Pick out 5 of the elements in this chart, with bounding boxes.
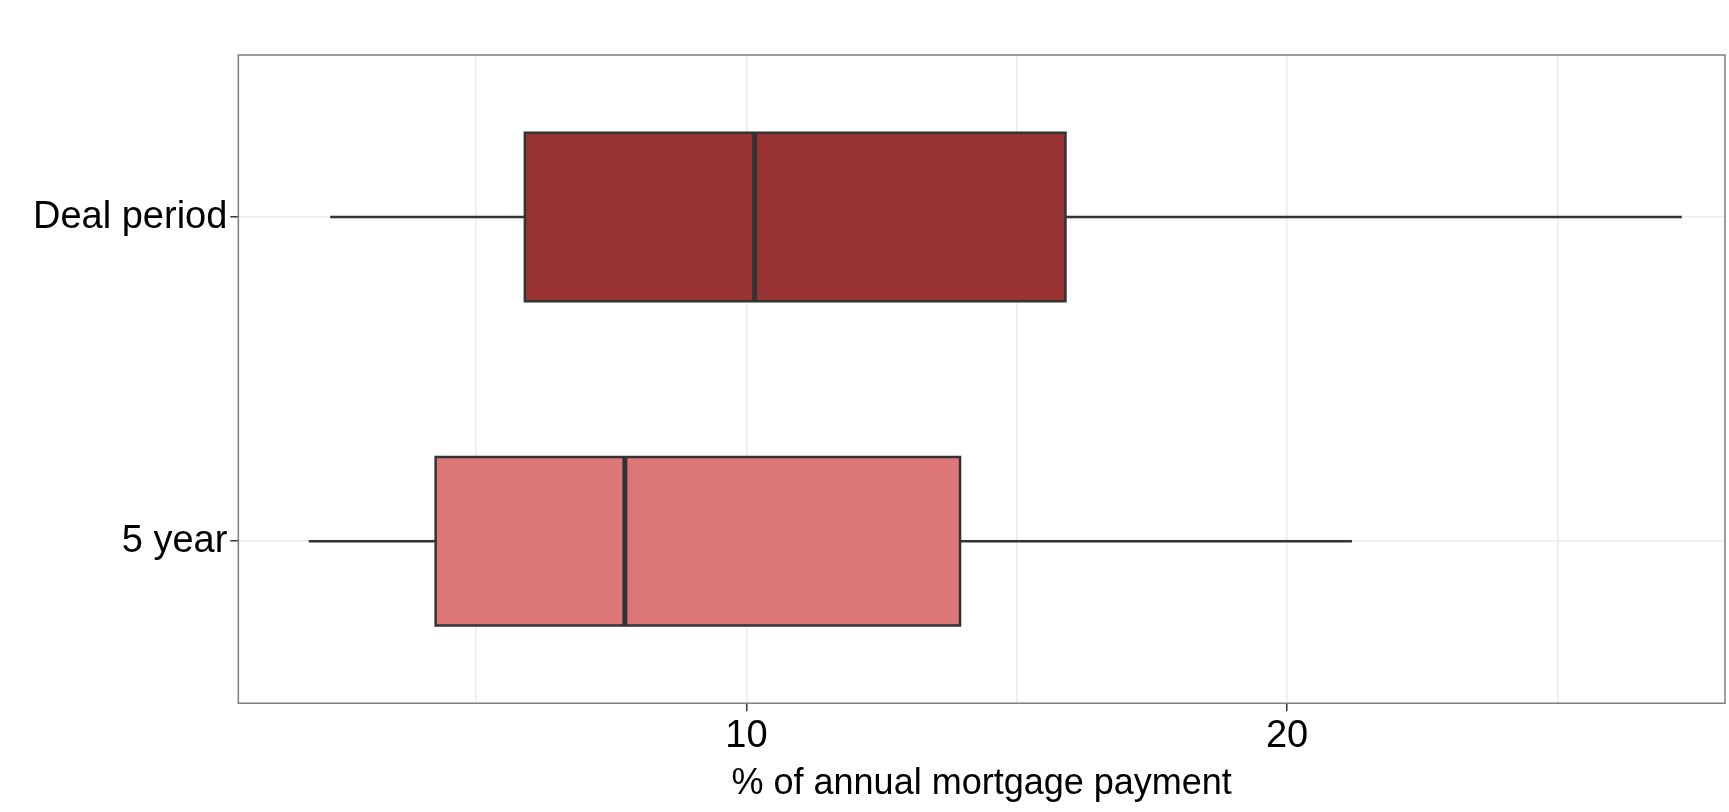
x-tick-label: 20 <box>1265 713 1309 756</box>
y-tick-label: 5 year <box>121 517 228 560</box>
x-axis-title: % of annual mortgage payment <box>731 761 1232 803</box>
x-tick-label: 10 <box>725 713 768 756</box>
y-tick-label: Deal period <box>33 193 228 236</box>
